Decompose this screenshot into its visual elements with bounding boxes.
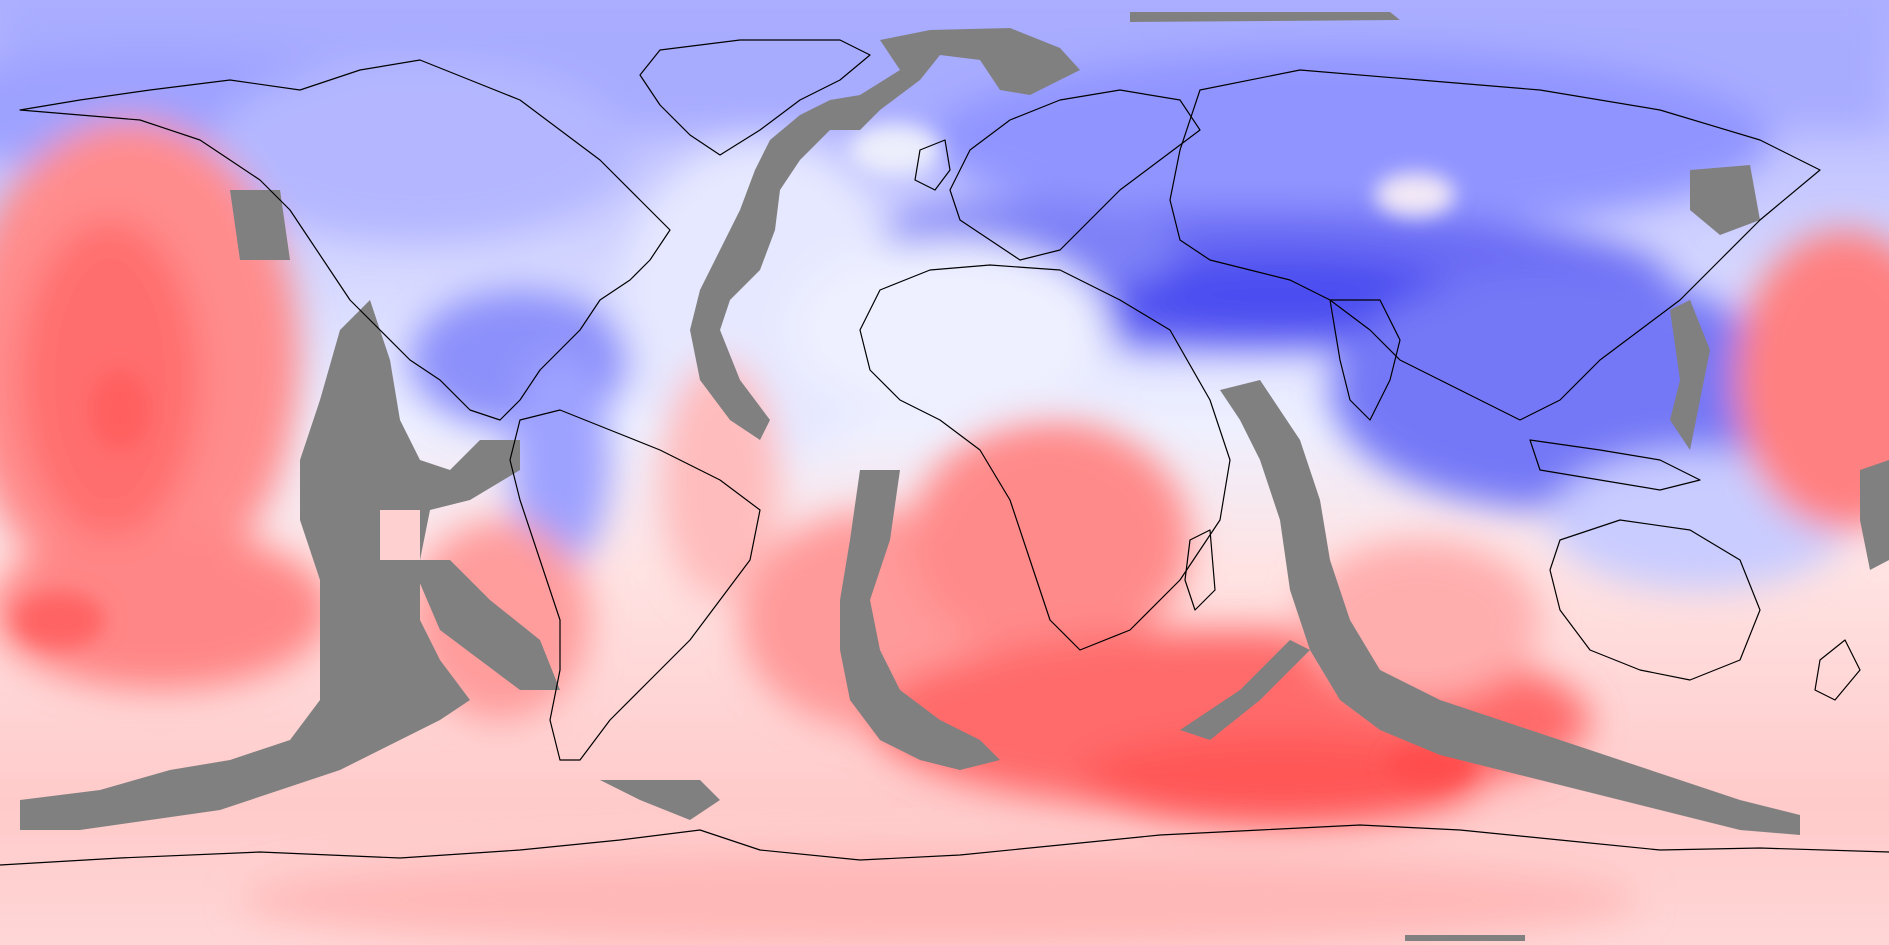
coast-south-america	[509, 409, 761, 761]
coast-australia	[1549, 519, 1761, 681]
red-southern-africa	[910, 420, 1190, 660]
mask-japan	[1690, 165, 1760, 235]
blue-tibet-core	[1100, 255, 1460, 335]
red-west-pacific	[1735, 230, 1889, 530]
coast-indonesia	[1529, 439, 1701, 491]
mask-west-pacific	[1670, 300, 1710, 450]
blue-eurasia	[930, 50, 1770, 230]
mask-california	[230, 190, 290, 260]
mask-scale-bar	[1405, 935, 1525, 941]
pale-uk-spot	[850, 125, 940, 175]
mask-atlantic-ridge-north	[690, 28, 1080, 440]
coast-asia	[1169, 69, 1821, 421]
mask-chile-rise	[410, 560, 560, 690]
mask-southwest-indian	[1180, 640, 1310, 740]
coast-uk	[914, 139, 951, 191]
blue-canada	[210, 60, 630, 240]
mask-galapagos-gap	[380, 510, 420, 560]
mask-east-pacific-rise	[20, 300, 520, 830]
coast-new-zealand	[1814, 639, 1861, 701]
blue-andes	[510, 350, 610, 570]
pale-siberia-spot	[1375, 173, 1455, 217]
pale-africa-north	[790, 240, 1110, 420]
coast-africa	[859, 264, 1231, 651]
mask-mid-atlantic-south	[840, 470, 1000, 770]
mask-drake	[600, 780, 720, 820]
red-south-band	[240, 850, 1640, 945]
red-south-pacific-spot	[15, 592, 105, 648]
coast-greenland	[639, 39, 871, 156]
coast-north-america	[19, 59, 671, 421]
coast-europe	[949, 89, 1201, 261]
red-pacific-spot	[90, 370, 150, 450]
coastlines	[0, 39, 1889, 866]
mask-indian-ridge	[1220, 380, 1800, 835]
mask-tonga	[1860, 460, 1889, 570]
masked-regions	[20, 12, 1889, 941]
red-south-pacific	[0, 530, 330, 690]
coast-antarctica	[0, 824, 1889, 866]
coast-madagascar	[1184, 529, 1216, 611]
mask-arctic-top	[1130, 12, 1400, 22]
coast-india	[1329, 299, 1401, 421]
red-southern-ocean-core	[1080, 735, 1480, 825]
